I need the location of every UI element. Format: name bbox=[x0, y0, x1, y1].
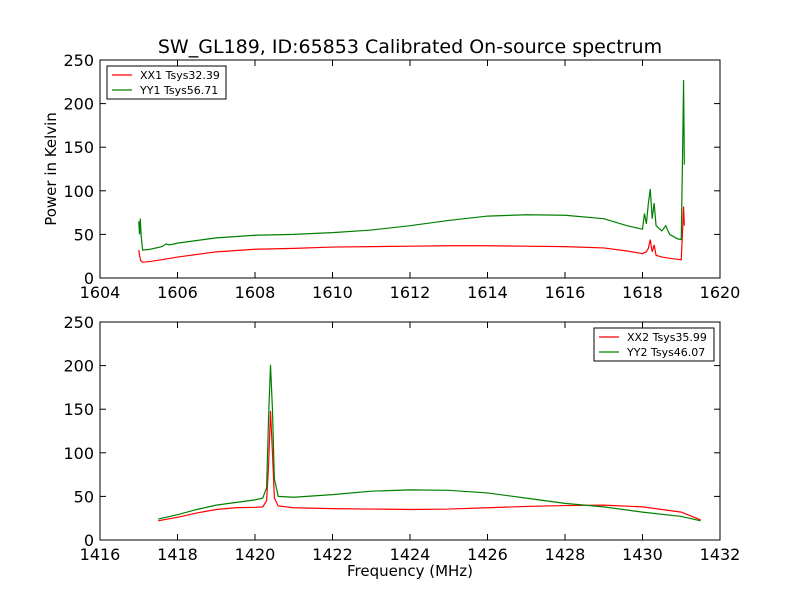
y-tick-label: 50 bbox=[74, 487, 94, 506]
chart-2: 1416 1418 1420 1422 1424 1426 1428 1430 1432 0 50 1… bbox=[63, 313, 740, 564]
y-tick-label: 100 bbox=[63, 182, 94, 201]
y-tick-label: 0 bbox=[84, 531, 94, 550]
legend: XX2 Tsys35.99 YY2 Tsys46.07 bbox=[593, 327, 715, 362]
chart-1: 1604 1606 1608 1610 1612 1614 1616 1618 1620 0 50 1… bbox=[63, 51, 740, 302]
x-tick-label: 1610 bbox=[312, 283, 353, 302]
series-line-2-yy2 bbox=[157, 364, 701, 522]
legend-box bbox=[593, 327, 715, 362]
x-tick-label: 1420 bbox=[235, 545, 276, 564]
x-tick-label: 1608 bbox=[235, 283, 276, 302]
y-tick-label: 250 bbox=[63, 51, 94, 70]
y-tick-label: 200 bbox=[63, 95, 94, 114]
x-axis-label: Frequency (MHz) bbox=[347, 562, 473, 580]
x-tick-label: 1606 bbox=[157, 283, 198, 302]
x-tick-label: 1604 bbox=[80, 283, 121, 302]
y-axis-label: Power in Kelvin bbox=[42, 112, 60, 226]
series-line-2-xx2 bbox=[158, 410, 701, 522]
y-tick-label: 100 bbox=[63, 444, 94, 463]
x-tick-label: 1416 bbox=[80, 545, 121, 564]
x-tick-label: 1616 bbox=[545, 283, 586, 302]
legend-label: XX2 Tsys35.99 bbox=[627, 331, 707, 344]
x-tick-label: 1428 bbox=[545, 545, 586, 564]
y-tick-label: 0 bbox=[84, 269, 94, 288]
x-tick-label: 1418 bbox=[157, 545, 198, 564]
y-tick-label: 50 bbox=[74, 225, 94, 244]
legend-label: YY2 Tsys46.07 bbox=[626, 346, 705, 359]
x-tick-label: 1424 bbox=[390, 545, 431, 564]
chart-title: SW_GL189, ID:65853 Calibrated On-source … bbox=[158, 36, 662, 58]
x-tick-label: 1612 bbox=[390, 283, 431, 302]
x-tick-label: 1432 bbox=[700, 545, 741, 564]
x-tick-label: 1426 bbox=[467, 545, 508, 564]
x-tick-label: 1614 bbox=[467, 283, 508, 302]
legend-box bbox=[106, 65, 227, 100]
x-tick-label: 1620 bbox=[700, 283, 741, 302]
y-tick-label: 250 bbox=[63, 313, 94, 332]
y-tick-label: 150 bbox=[63, 138, 94, 157]
series-line-1-xx1 bbox=[138, 206, 685, 263]
legend-label: XX1 Tsys32.39 bbox=[140, 69, 220, 82]
y-tick-label: 150 bbox=[63, 400, 94, 419]
series-line-1-yy1 bbox=[138, 80, 685, 251]
x-tick-label: 1430 bbox=[622, 545, 663, 564]
x-tick-label: 1422 bbox=[312, 545, 353, 564]
legend: XX1 Tsys32.39 YY1 Tsys56.71 bbox=[106, 65, 227, 100]
legend-label: YY1 Tsys56.71 bbox=[139, 84, 218, 97]
y-tick-label: 200 bbox=[63, 357, 94, 376]
x-tick-label: 1618 bbox=[622, 283, 663, 302]
